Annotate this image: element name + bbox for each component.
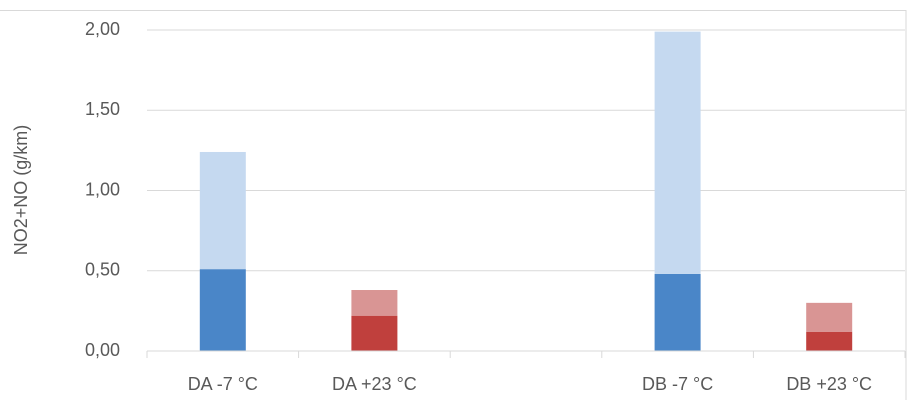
bar-segment [806, 302, 853, 332]
bar-segment [654, 273, 701, 351]
y-tick-label: 0,00 [85, 340, 120, 360]
x-tick-label: DA +23 °C [332, 374, 417, 394]
y-axis-label: NO2+NO (g/km) [11, 125, 31, 256]
bar-segment [351, 315, 398, 351]
x-tick-label: DA -7 °C [188, 374, 258, 394]
y-tick-label: 2,00 [85, 19, 120, 39]
y-tick-label: 0,50 [85, 260, 120, 280]
x-tick-label: DB -7 °C [642, 374, 713, 394]
bar-segment [199, 269, 246, 351]
x-tick-label: DB +23 °C [786, 374, 872, 394]
y-tick-label: 1,00 [85, 179, 120, 199]
bar-segment [806, 331, 853, 351]
chart-border [0, 10, 907, 400]
bar-segment [199, 151, 246, 270]
bar-segment [351, 290, 398, 316]
y-tick-label: 1,50 [85, 99, 120, 119]
bar-segment [654, 31, 701, 274]
